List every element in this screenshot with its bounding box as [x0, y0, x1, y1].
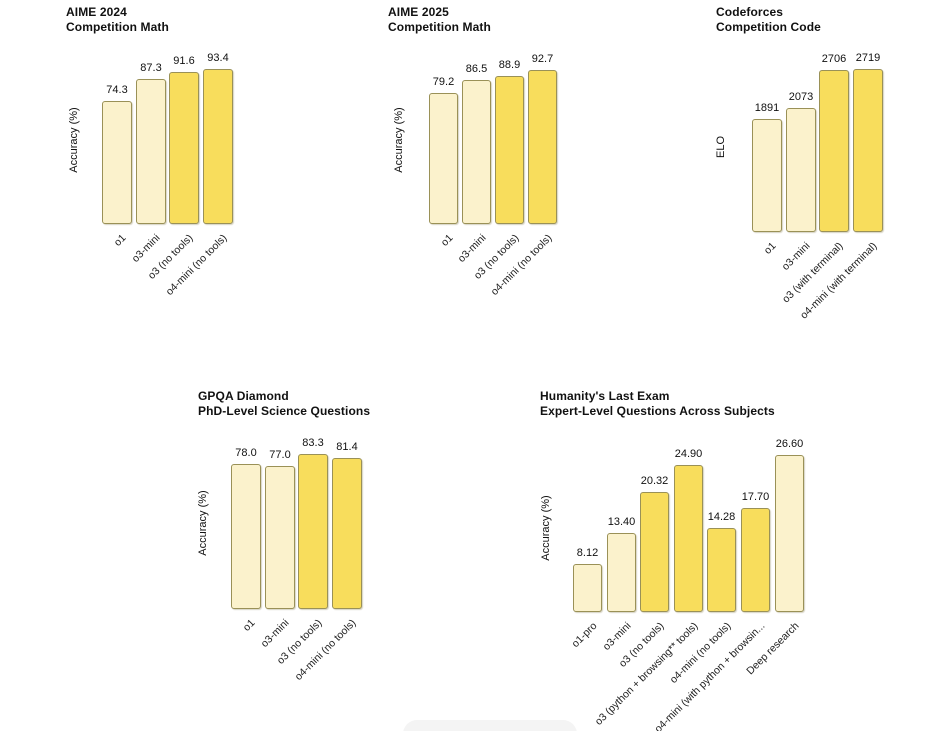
y-axis-label: Accuracy (%)	[540, 495, 552, 561]
bar-value-label: 81.4	[336, 441, 358, 453]
bar-value-label: 93.4	[207, 52, 229, 64]
bar-value-label: 1891	[754, 102, 780, 114]
bar-o4-mini-with-python-browsin	[741, 508, 770, 612]
bar-value-label: 91.6	[173, 55, 195, 67]
x-axis-tick-label: o3-mini	[779, 240, 813, 273]
bar-o4-mini-no-tools	[203, 69, 233, 224]
bar-o3-no-tools	[495, 76, 524, 224]
bar-o1-pro	[573, 564, 602, 612]
bar-value-label: 87.3	[140, 62, 162, 74]
bottom-sheet-edge	[403, 720, 577, 731]
bar-value-label: 24.90	[674, 448, 703, 460]
bar-value-label: 2719	[855, 52, 881, 64]
y-axis-label: ELO	[715, 136, 727, 159]
chart-subtitle: Competition Code	[716, 20, 821, 34]
bar-o4-mini-no-tools	[332, 458, 362, 609]
bar-value-label: 13.40	[607, 516, 636, 528]
bar-o3-no-tools	[169, 72, 199, 224]
bar-deep-research	[775, 455, 804, 612]
bar-o3-mini	[136, 79, 166, 224]
chart-title: Codeforces	[716, 5, 784, 19]
bar-value-label: 77.0	[269, 449, 291, 461]
x-axis-tick-label: o3 (no tools)	[145, 232, 196, 282]
chart-title: Humanity's Last Exam	[540, 389, 670, 403]
bar-value-label: 78.0	[235, 447, 257, 459]
x-axis-tick-label: o3 (no tools)	[471, 232, 521, 282]
bar-value-label: 88.9	[498, 59, 521, 71]
bar-value-label: 92.7	[531, 53, 554, 65]
bar-o3-mini	[786, 108, 816, 232]
bar-value-label: 2073	[788, 91, 814, 103]
bar-value-label: 17.70	[741, 491, 770, 503]
y-axis-label: Accuracy (%)	[68, 107, 80, 173]
chart-subtitle: Competition Math	[388, 20, 491, 34]
bar-value-label: 14.28	[707, 511, 736, 523]
bar-o3-mini	[462, 80, 491, 224]
bar-value-label: 8.12	[576, 547, 599, 559]
bar-value-label: 26.60	[775, 438, 804, 450]
bar-o4-mini-with-terminal	[853, 69, 883, 232]
bar-o4-mini-no-tools	[528, 70, 557, 224]
x-axis-tick-label: o4-mini (with terminal)	[797, 240, 880, 322]
x-axis-tick-label: o3-mini	[455, 232, 488, 265]
x-axis-tick-label: o4-mini (no tools)	[163, 232, 230, 298]
bar-value-label: 20.32	[640, 475, 669, 487]
bar-value-label: 79.2	[432, 76, 455, 88]
chart-title: AIME 2024	[66, 5, 127, 19]
bar-o1	[429, 93, 458, 224]
bar-o3-no-tools	[640, 492, 669, 612]
chart-title: GPQA Diamond	[198, 389, 289, 403]
chart-title: AIME 2025	[388, 5, 449, 19]
bar-o4-mini-no-tools	[707, 528, 736, 612]
chart-subtitle: Competition Math	[66, 20, 169, 34]
bar-o3-mini	[607, 533, 636, 612]
bar-o3-mini	[265, 466, 295, 609]
chart-subtitle: Expert-Level Questions Across Subjects	[540, 404, 775, 418]
bar-value-label: 86.5	[465, 63, 488, 75]
bar-value-label: 74.3	[106, 84, 128, 96]
bar-value-label: 2706	[821, 53, 847, 65]
bar-o1	[102, 101, 132, 224]
bar-value-label: 83.3	[302, 437, 324, 449]
bar-o1	[231, 464, 261, 609]
x-axis-tick-label: o4-mini (no tools)	[292, 617, 359, 683]
chart-subtitle: PhD-Level Science Questions	[198, 404, 371, 418]
x-axis-tick-label: o1	[111, 232, 129, 249]
bar-o3-no-tools	[298, 454, 328, 609]
bar-o1	[752, 119, 782, 232]
bar-o3-with-terminal	[819, 70, 849, 232]
x-axis-tick-label: o1	[761, 240, 779, 257]
x-axis-tick-label: o3-mini	[129, 232, 163, 265]
y-axis-label: Accuracy (%)	[197, 490, 209, 556]
bar-o3-python-browsing-tools	[674, 465, 703, 612]
x-axis-tick-label: o3 (with terminal)	[780, 240, 846, 306]
y-axis-label: Accuracy (%)	[393, 107, 405, 173]
